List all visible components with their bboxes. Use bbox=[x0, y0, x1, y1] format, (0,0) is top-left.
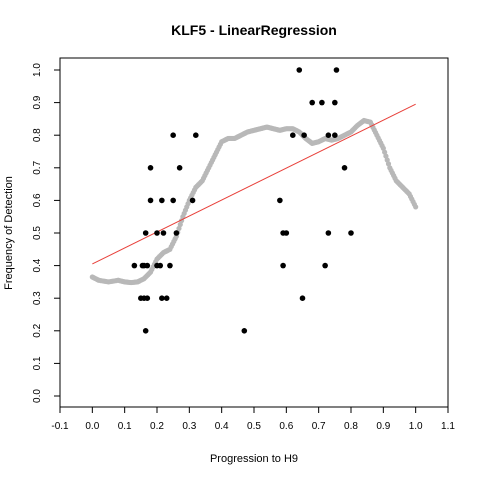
smooth-point bbox=[413, 204, 419, 210]
data-point bbox=[325, 230, 332, 236]
data-point bbox=[144, 295, 151, 302]
data-point bbox=[309, 99, 316, 106]
y-tick-label: 0.3 bbox=[32, 291, 43, 305]
x-axis-label: Progression to H9 bbox=[210, 453, 298, 465]
data-point bbox=[290, 132, 296, 138]
y-tick-label: 0.2 bbox=[32, 323, 43, 337]
x-tick-label: 0.7 bbox=[312, 421, 326, 432]
x-tick-label: 0.2 bbox=[150, 421, 164, 432]
data-point bbox=[163, 295, 170, 302]
x-tick-label: 0.9 bbox=[376, 421, 390, 432]
data-point bbox=[176, 165, 183, 171]
smooth-point bbox=[176, 225, 182, 232]
x-tick-label: 0.3 bbox=[182, 421, 196, 432]
x-tick-label: -0.1 bbox=[51, 421, 69, 432]
data-point bbox=[296, 67, 303, 73]
y-tick-label: 0.7 bbox=[32, 160, 43, 174]
smooth-point bbox=[385, 161, 392, 167]
y-tick-label: 1.0 bbox=[32, 63, 43, 77]
data-point bbox=[280, 262, 286, 269]
x-tick-label: 0.6 bbox=[279, 421, 293, 432]
smooth-point bbox=[177, 221, 183, 228]
data-point bbox=[147, 165, 154, 171]
data-point bbox=[154, 230, 160, 236]
x-tick-label: 0.4 bbox=[215, 421, 229, 432]
data-point bbox=[332, 99, 338, 106]
data-point bbox=[283, 230, 290, 236]
chart-title: KLF5 - LinearRegression bbox=[171, 22, 337, 38]
regression-line-segment bbox=[92, 103, 416, 265]
x-tick-label: 0.1 bbox=[118, 421, 132, 432]
data-point bbox=[341, 165, 348, 171]
data-point bbox=[333, 67, 340, 73]
smooth-point bbox=[383, 153, 389, 159]
y-tick-label: 0.4 bbox=[32, 258, 43, 272]
y-tick-label: 0.6 bbox=[32, 193, 43, 207]
regression-line bbox=[92, 103, 416, 265]
data-point bbox=[299, 295, 306, 302]
data-point bbox=[170, 132, 176, 138]
data-point bbox=[277, 197, 283, 204]
data-point bbox=[322, 262, 328, 269]
smooth-curve bbox=[89, 117, 419, 286]
x-axis: -0.1 0.0 0.1 0.2 0.3 0.4 0.5 0.6 0.7 0.8 0.9 1.0 1.1 bbox=[51, 407, 455, 432]
plot-frame bbox=[59, 57, 449, 408]
y-axis-label: Frequency of Detection bbox=[3, 176, 15, 290]
data-point bbox=[301, 132, 307, 138]
smooth-point bbox=[384, 157, 390, 163]
data-point bbox=[157, 262, 164, 269]
data-point bbox=[332, 132, 338, 138]
data-points bbox=[131, 67, 354, 334]
x-tick-label: 0.0 bbox=[85, 421, 99, 432]
data-point bbox=[131, 262, 138, 269]
y-tick-label: 0.0 bbox=[32, 389, 43, 403]
y-tick-label: 0.8 bbox=[32, 128, 43, 142]
x-tick-label: 1.1 bbox=[441, 421, 455, 432]
y-tick-label: 0.1 bbox=[32, 356, 43, 370]
data-point bbox=[173, 230, 180, 236]
data-point bbox=[325, 132, 332, 138]
x-tick-label: 0.8 bbox=[344, 421, 358, 432]
data-point bbox=[319, 99, 325, 106]
smooth-point bbox=[382, 149, 388, 155]
data-point bbox=[159, 295, 165, 302]
smooth-point bbox=[380, 145, 386, 151]
data-point bbox=[348, 230, 354, 236]
y-tick-label: 0.9 bbox=[32, 95, 43, 109]
data-point bbox=[193, 132, 199, 138]
y-axis: 0.0 0.1 0.2 0.3 0.4 0.5 0.6 0.7 0.8 0.9 1.0 bbox=[32, 63, 60, 403]
data-point bbox=[160, 230, 167, 236]
data-point bbox=[170, 197, 176, 204]
x-tick-label: 1.0 bbox=[409, 421, 423, 432]
data-point bbox=[189, 197, 196, 204]
data-point bbox=[167, 262, 173, 269]
data-point bbox=[241, 328, 248, 334]
data-point bbox=[142, 328, 149, 334]
data-point bbox=[142, 230, 149, 236]
plot-border bbox=[59, 57, 449, 408]
data-point bbox=[147, 197, 154, 204]
x-tick-label: 0.5 bbox=[247, 421, 261, 432]
data-point bbox=[144, 262, 151, 269]
data-point bbox=[159, 197, 165, 204]
y-tick-label: 0.5 bbox=[32, 226, 43, 240]
